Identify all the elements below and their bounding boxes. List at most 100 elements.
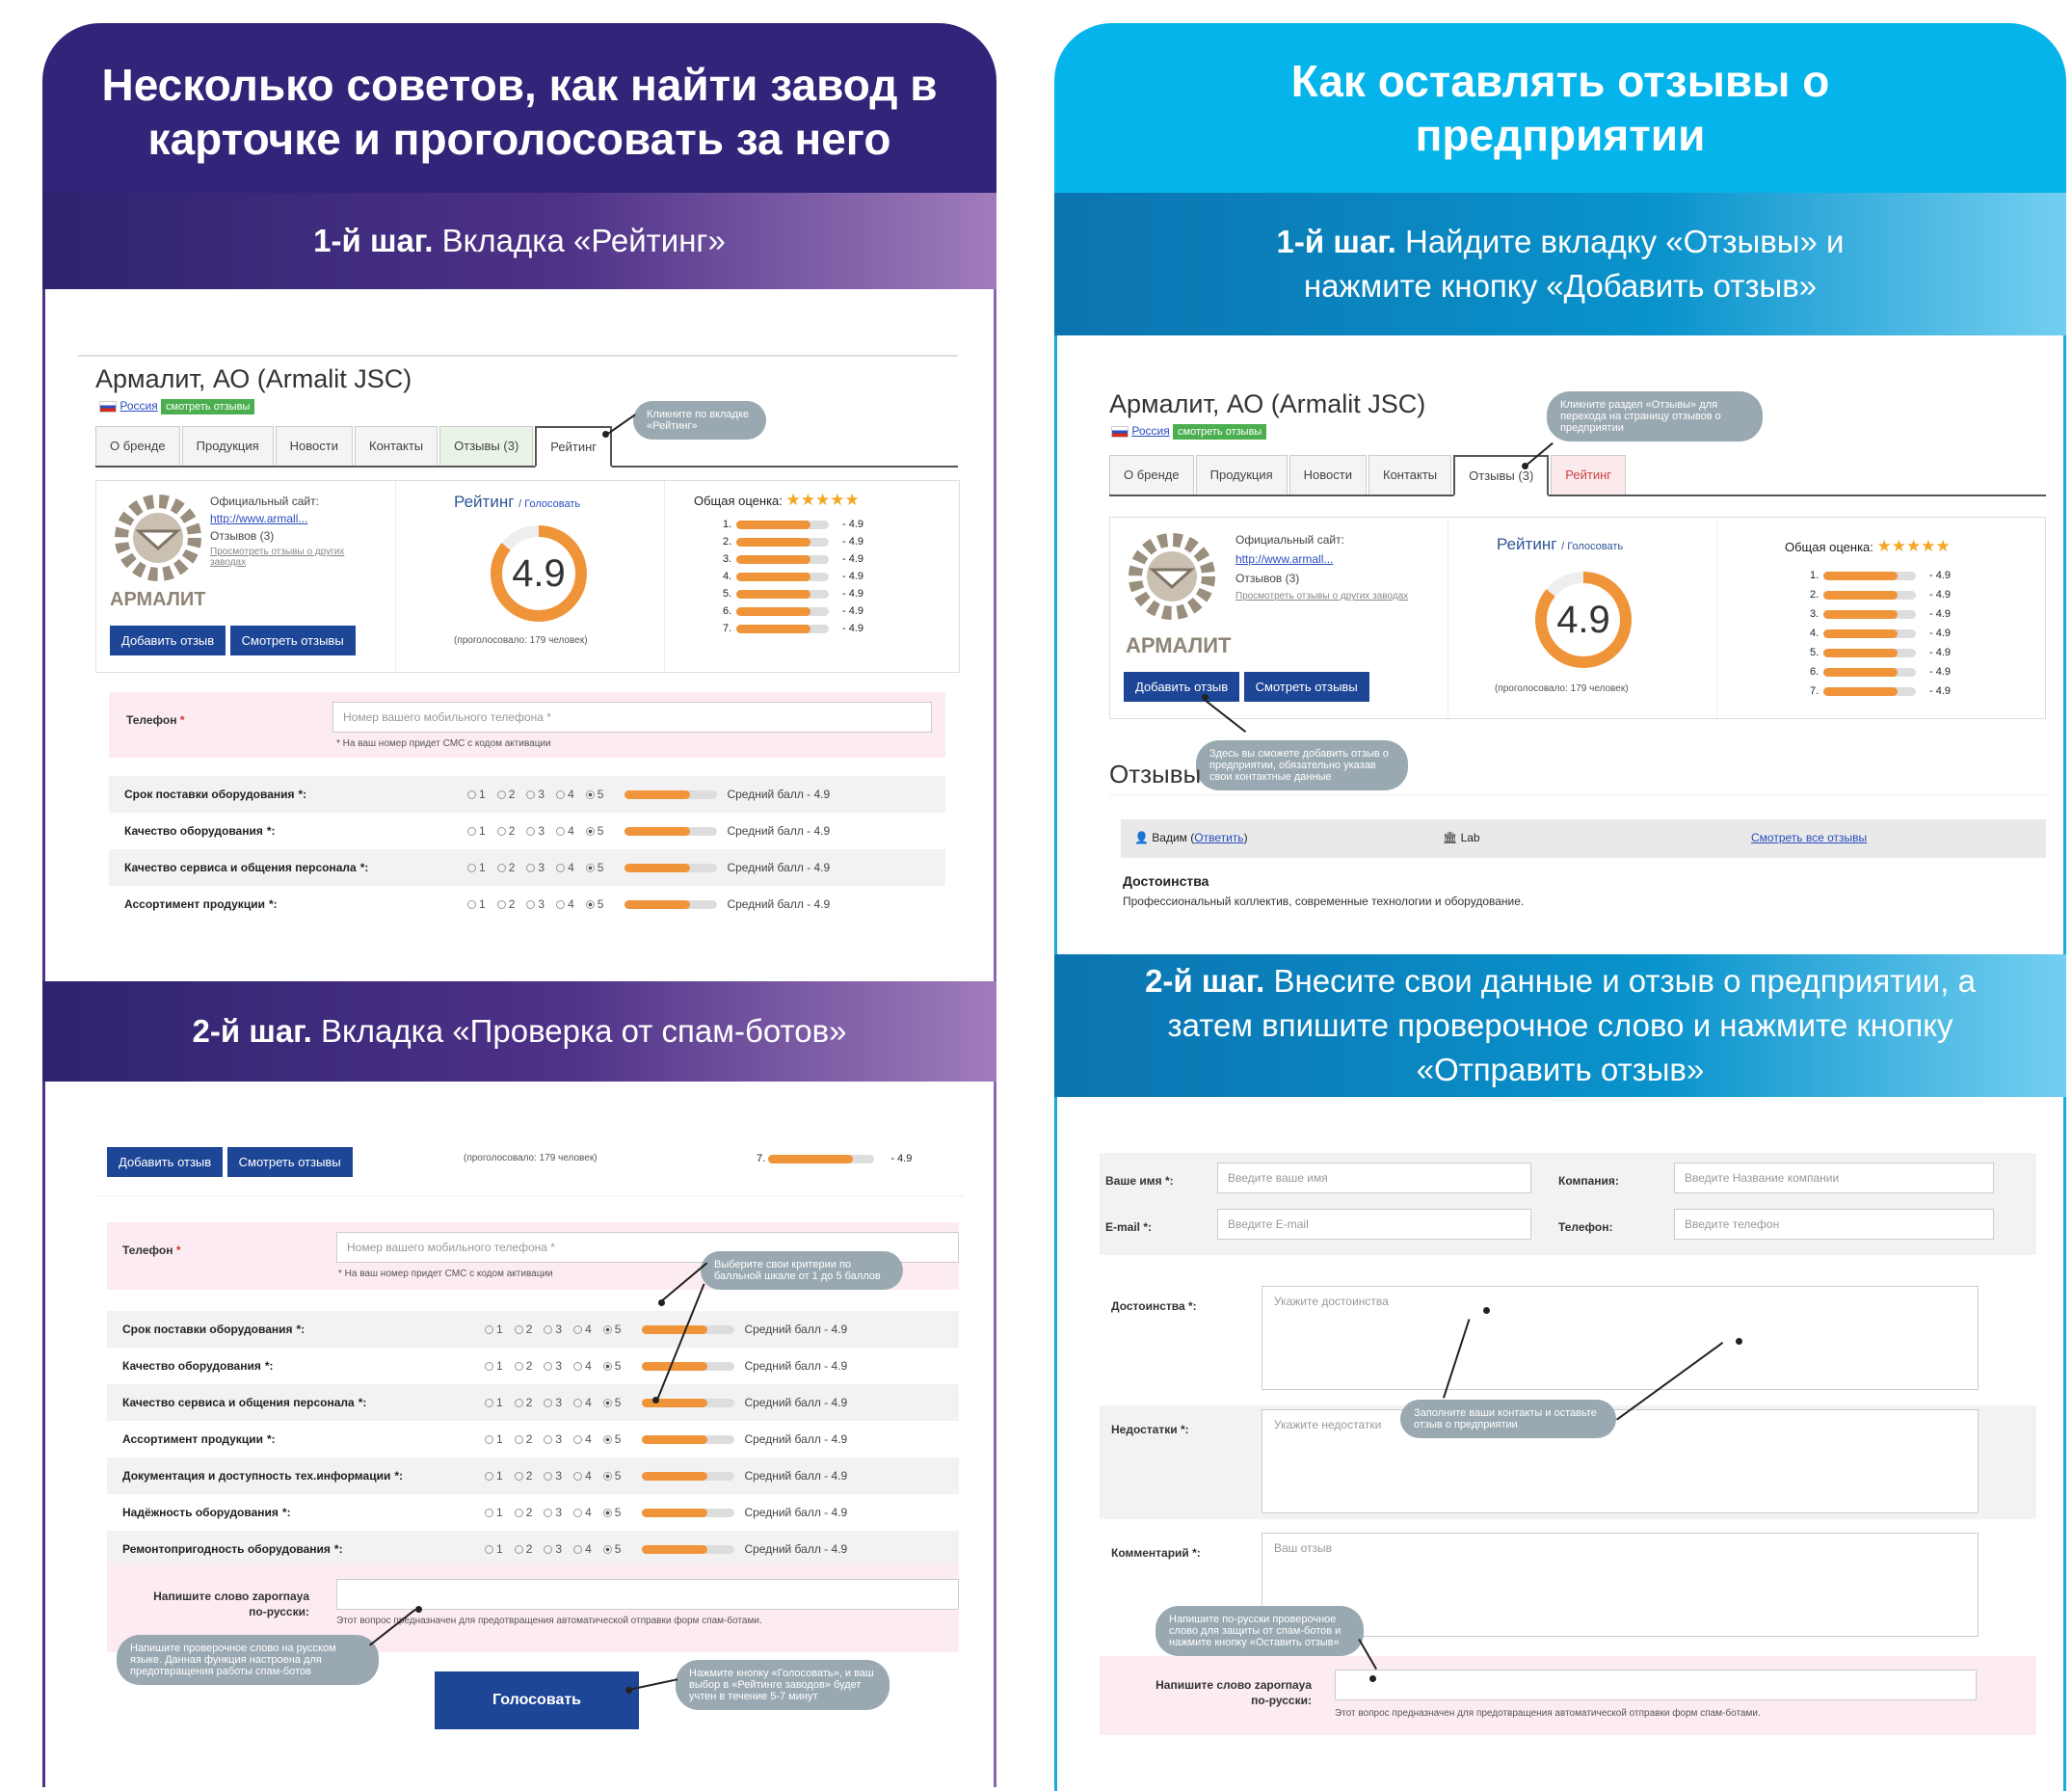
tab-products-r[interactable]: Продукция bbox=[1195, 455, 1288, 495]
tab-brand[interactable]: О бренде bbox=[95, 426, 180, 466]
country-link[interactable]: Россия bbox=[120, 399, 158, 413]
tab-rating[interactable]: Рейтинг bbox=[535, 426, 613, 468]
rating-radio[interactable] bbox=[556, 826, 566, 836]
all-reviews-link[interactable]: Смотреть все отзывы bbox=[1751, 831, 1868, 844]
rating-radio[interactable] bbox=[544, 1471, 553, 1481]
rating-radio[interactable] bbox=[573, 1398, 583, 1407]
view-reviews-badge-r[interactable]: смотреть отзывы bbox=[1173, 424, 1267, 440]
tab-contacts[interactable]: Контакты bbox=[355, 426, 438, 466]
phone-input-r[interactable]: Введите телефон bbox=[1674, 1209, 1994, 1240]
rating-radio[interactable] bbox=[467, 789, 476, 799]
tab-products[interactable]: Продукция bbox=[181, 426, 274, 466]
tab-news[interactable]: Новости bbox=[275, 426, 353, 466]
rating-radio[interactable] bbox=[514, 1361, 523, 1371]
rating-radio[interactable] bbox=[526, 899, 536, 909]
rating-radio[interactable] bbox=[496, 789, 506, 799]
vote-link[interactable]: Голосовать bbox=[524, 498, 581, 510]
rating-radio[interactable] bbox=[485, 1434, 493, 1444]
rating-radio[interactable] bbox=[496, 899, 506, 909]
rating-radio[interactable] bbox=[573, 1361, 583, 1371]
rating-radio[interactable] bbox=[573, 1434, 583, 1444]
rating-radio[interactable] bbox=[514, 1508, 523, 1517]
rating-radio[interactable] bbox=[467, 899, 476, 909]
tab-reviews-r[interactable]: Отзывы (3) bbox=[1453, 455, 1550, 496]
phone-input[interactable]: Номер вашего мобильного телефона * bbox=[332, 702, 932, 733]
rating-radio[interactable] bbox=[544, 1544, 553, 1554]
rating-radio[interactable] bbox=[544, 1398, 553, 1407]
rating-row-num: 4. bbox=[1810, 628, 1820, 639]
rating-radio[interactable] bbox=[544, 1508, 553, 1517]
rating-radio[interactable] bbox=[526, 863, 536, 872]
rating-row-value: - 4.9 bbox=[1929, 628, 1952, 639]
rating-radio[interactable] bbox=[585, 899, 595, 909]
country-link-r[interactable]: Россия bbox=[1131, 424, 1170, 438]
site-link[interactable]: http://www.armall... bbox=[210, 512, 308, 525]
captcha-input-r[interactable] bbox=[1335, 1670, 1977, 1700]
rating-radio[interactable] bbox=[585, 789, 595, 799]
captcha-input[interactable] bbox=[336, 1579, 959, 1610]
rating-radio[interactable] bbox=[602, 1544, 612, 1554]
rating-radio[interactable] bbox=[544, 1434, 553, 1444]
add-review-button-r[interactable]: Добавить отзыв bbox=[1124, 672, 1240, 702]
rating-radio[interactable] bbox=[573, 1544, 583, 1554]
rating-radio[interactable] bbox=[526, 789, 536, 799]
rating-radio[interactable] bbox=[485, 1508, 493, 1517]
reply-link[interactable]: Ответить bbox=[1194, 831, 1244, 844]
cons-textarea[interactable]: Укажите недостатки bbox=[1262, 1409, 1979, 1513]
rating-radio[interactable] bbox=[602, 1324, 612, 1334]
rating-radio[interactable] bbox=[585, 826, 595, 836]
rating-radio[interactable] bbox=[514, 1398, 523, 1407]
other-reviews-link-r[interactable]: Просмотреть отзывы о других заводах bbox=[1235, 591, 1409, 601]
site-link-r[interactable]: http://www.armall... bbox=[1235, 552, 1334, 566]
comment-textarea[interactable]: Ваш отзыв bbox=[1262, 1533, 1979, 1637]
name-input[interactable]: Введите ваше имя bbox=[1217, 1163, 1531, 1193]
add-review-button[interactable]: Добавить отзыв bbox=[110, 626, 226, 655]
view-reviews-button-r[interactable]: Смотреть отзывы bbox=[1243, 672, 1369, 702]
rating-radio[interactable] bbox=[556, 789, 566, 799]
rating-radio[interactable] bbox=[573, 1471, 583, 1481]
view-reviews-badge[interactable]: смотреть отзывы bbox=[161, 399, 255, 414]
rating-radio[interactable] bbox=[485, 1471, 493, 1481]
rating-radio[interactable] bbox=[514, 1324, 523, 1334]
rating-radio[interactable] bbox=[573, 1324, 583, 1334]
rating-radio[interactable] bbox=[514, 1434, 523, 1444]
rating-radio[interactable] bbox=[485, 1398, 493, 1407]
pros-textarea[interactable]: Укажите достоинства bbox=[1262, 1286, 1979, 1390]
tab-reviews[interactable]: Отзывы (3) bbox=[439, 426, 534, 466]
other-reviews-link[interactable]: Просмотреть отзывы о других заводах bbox=[210, 547, 345, 568]
tab-news-r[interactable]: Новости bbox=[1288, 455, 1367, 495]
rating-radio[interactable] bbox=[467, 863, 476, 872]
rating-radio[interactable] bbox=[556, 899, 566, 909]
rating-radio[interactable] bbox=[602, 1508, 612, 1517]
email-input[interactable]: Введите E-mail bbox=[1217, 1209, 1531, 1240]
view-reviews-button-2[interactable]: Смотреть отзывы bbox=[226, 1147, 353, 1177]
rating-radio[interactable] bbox=[485, 1361, 493, 1371]
company-input[interactable]: Введите Название компании bbox=[1674, 1163, 1994, 1193]
tab-contacts-r[interactable]: Контакты bbox=[1368, 455, 1452, 495]
rating-radio[interactable] bbox=[602, 1434, 612, 1444]
rating-radio[interactable] bbox=[585, 863, 595, 872]
rating-radio[interactable] bbox=[485, 1544, 493, 1554]
add-review-button-2[interactable]: Добавить отзыв bbox=[107, 1147, 224, 1177]
tab-brand-r[interactable]: О бренде bbox=[1109, 455, 1194, 495]
view-reviews-button[interactable]: Смотреть отзывы bbox=[229, 626, 356, 655]
rating-radio[interactable] bbox=[467, 826, 476, 836]
rating-radio[interactable] bbox=[544, 1324, 553, 1334]
rating-radio[interactable] bbox=[573, 1508, 583, 1517]
rating-radio[interactable] bbox=[544, 1361, 553, 1371]
vote-link-r[interactable]: Голосовать bbox=[1567, 541, 1624, 552]
rating-radio[interactable] bbox=[514, 1471, 523, 1481]
rating-radio[interactable] bbox=[485, 1324, 493, 1334]
rating-radio-label: 3 bbox=[538, 861, 545, 874]
rating-radio[interactable] bbox=[602, 1398, 612, 1407]
vote-button[interactable]: Голосовать bbox=[435, 1671, 639, 1729]
rating-radio[interactable] bbox=[602, 1361, 612, 1371]
rating-radio[interactable] bbox=[526, 826, 536, 836]
rating-radio[interactable] bbox=[514, 1544, 523, 1554]
rating-radio[interactable] bbox=[496, 863, 506, 872]
rating-radio[interactable] bbox=[556, 863, 566, 872]
rating-radio[interactable] bbox=[496, 826, 506, 836]
rating-radio[interactable] bbox=[602, 1471, 612, 1481]
tab-rating-r[interactable]: Рейтинг bbox=[1551, 455, 1627, 495]
rating-row-value: - 4.9 bbox=[1929, 685, 1952, 697]
